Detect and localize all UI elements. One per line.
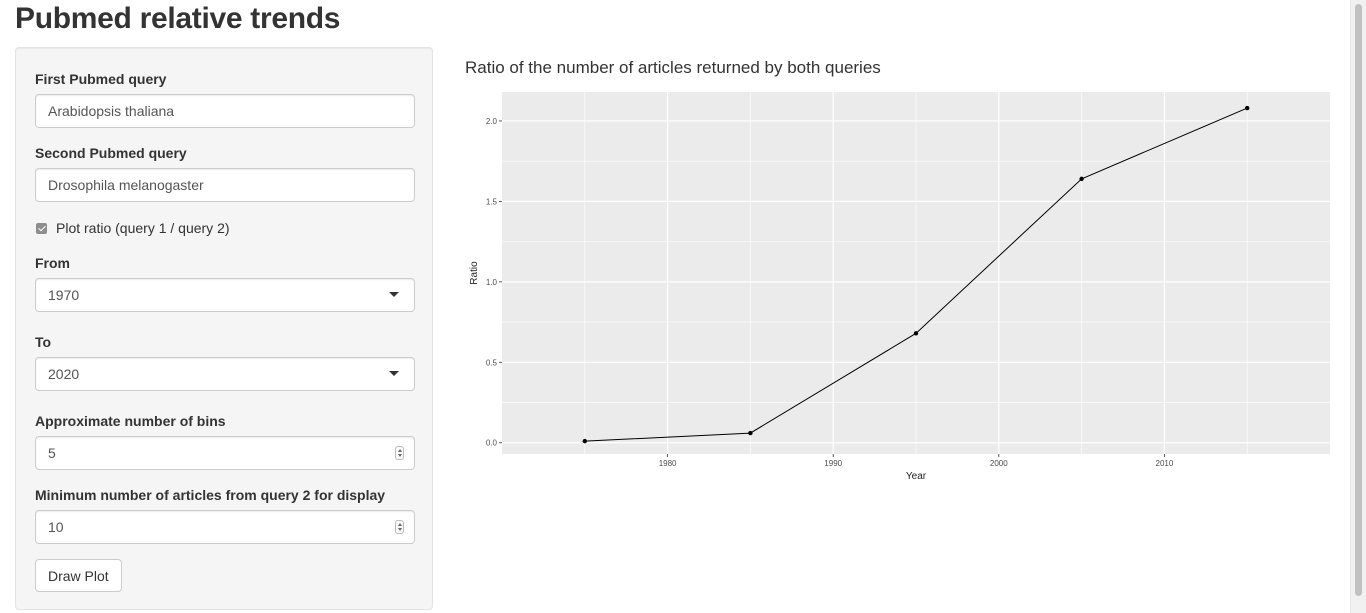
data-point bbox=[1245, 105, 1250, 111]
data-point bbox=[748, 430, 753, 436]
chart-major-grid bbox=[502, 92, 1330, 454]
to-select[interactable]: 2020 bbox=[35, 357, 415, 391]
bins-input[interactable]: 5 bbox=[35, 436, 415, 470]
plot-title: Ratio of the number of articles returned… bbox=[465, 58, 881, 77]
y-tick-label: 0.0 bbox=[486, 439, 498, 448]
query1-input[interactable] bbox=[35, 94, 415, 128]
min-articles-input-value: 10 bbox=[48, 519, 64, 535]
y-tick-label: 2.0 bbox=[486, 117, 498, 126]
chart-x-axis-label: Year bbox=[906, 471, 927, 482]
ratio-checkbox[interactable] bbox=[36, 222, 47, 234]
chart-series bbox=[582, 105, 1250, 444]
chart-minor-grid bbox=[502, 92, 1330, 454]
number-spinner-icon[interactable] bbox=[395, 446, 404, 460]
scrollbar-thumb[interactable] bbox=[1355, 4, 1362, 596]
vertical-scrollbar[interactable] bbox=[1350, 0, 1366, 613]
sidebar-panel: First Pubmed query Second Pubmed query P… bbox=[15, 47, 433, 610]
x-tick-label: 2000 bbox=[990, 459, 1008, 468]
from-label: From bbox=[35, 255, 70, 271]
page-title: Pubmed relative trends bbox=[15, 2, 341, 35]
number-spinner-icon[interactable] bbox=[395, 520, 404, 534]
ratio-checkbox-label: Plot ratio (query 1 / query 2) bbox=[56, 220, 230, 236]
chart-axes: 1980 1990 2000 2010 0.0 0.5 1.0 1.5 2.0 bbox=[486, 117, 1174, 468]
query2-label: Second Pubmed query bbox=[35, 145, 187, 161]
y-tick-label: 0.5 bbox=[486, 358, 498, 367]
draw-plot-button[interactable]: Draw Plot bbox=[35, 559, 122, 592]
y-tick-label: 1.0 bbox=[486, 278, 498, 287]
min-articles-label: Minimum number of articles from query 2 … bbox=[35, 487, 386, 503]
data-point bbox=[1079, 176, 1084, 182]
min-articles-input[interactable]: 10 bbox=[35, 510, 415, 544]
from-select-value: 1970 bbox=[48, 287, 80, 303]
from-select[interactable]: 1970 bbox=[35, 278, 415, 312]
x-tick-label: 2010 bbox=[1156, 459, 1174, 468]
chevron-down-icon bbox=[389, 371, 399, 376]
chevron-down-icon bbox=[389, 292, 399, 297]
ratio-checkbox-row[interactable]: Plot ratio (query 1 / query 2) bbox=[36, 220, 230, 236]
query1-label: First Pubmed query bbox=[35, 71, 167, 87]
bins-label: Approximate number of bins bbox=[35, 413, 226, 429]
data-point bbox=[913, 331, 919, 336]
ratio-chart: 1980 1990 2000 2010 0.0 0.5 1.0 1.5 2.0 Year Rat… bbox=[469, 92, 1330, 482]
bins-input-value: 5 bbox=[48, 445, 56, 461]
chart-y-axis-label: Ratio bbox=[469, 261, 480, 285]
data-point bbox=[582, 438, 587, 444]
to-label: To bbox=[35, 334, 52, 350]
to-select-value: 2020 bbox=[48, 366, 80, 382]
x-tick-label: 1990 bbox=[824, 459, 842, 468]
y-tick-label: 1.5 bbox=[486, 197, 498, 206]
x-tick-label: 1980 bbox=[659, 459, 677, 468]
query2-input[interactable] bbox=[35, 168, 415, 202]
